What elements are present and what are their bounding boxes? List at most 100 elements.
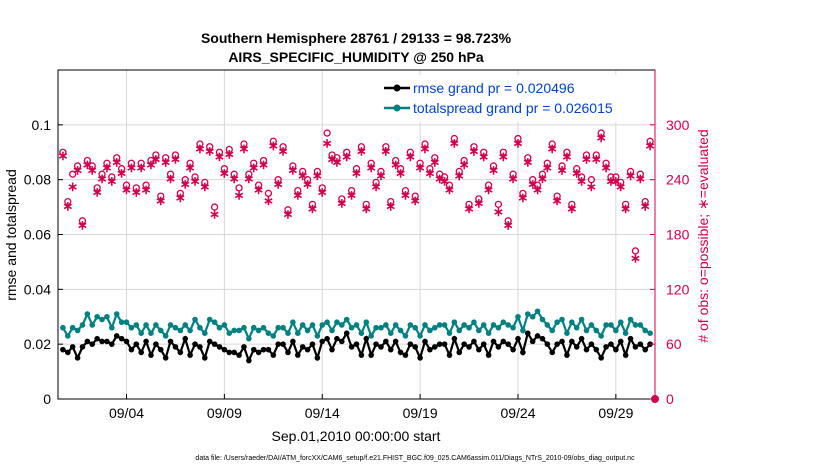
obs-possible-point (142, 181, 150, 189)
obs-evaluated-point: ∗ (366, 160, 377, 175)
obs-evaluated-point: ∗ (67, 179, 78, 194)
obs-possible-point (78, 217, 87, 225)
rmse-point (84, 338, 91, 345)
rmse-point (427, 346, 433, 353)
obs-possible-point (641, 197, 649, 206)
rmse-point (495, 344, 502, 350)
rmse-point (246, 357, 252, 364)
spread-point (314, 333, 321, 339)
spread-point (637, 322, 644, 328)
obs-evaluated-point: ∗ (620, 201, 631, 216)
rmse-point (588, 341, 595, 347)
obs-evaluated-point: ∗ (561, 149, 572, 164)
spread-point (133, 322, 140, 328)
obs-evaluated-point: ∗ (136, 160, 147, 175)
spread-point (304, 327, 311, 334)
spread-point (353, 322, 360, 328)
spread-point (265, 330, 272, 337)
obs-possible-point (113, 154, 121, 162)
obs-evaluated-point: ∗ (606, 174, 617, 189)
spread-point (471, 319, 477, 326)
obs-possible-point (69, 170, 77, 178)
spread-point (431, 324, 438, 331)
obs-possible-point (387, 197, 395, 206)
obs-possible-point (480, 148, 488, 156)
legend: rmse grand pr = 0.020496 totalspread gra… (378, 75, 650, 122)
obs-evaluated-point: ∗ (224, 146, 235, 161)
obs-possible-point (563, 148, 571, 156)
obs-possible-point (440, 173, 449, 181)
obs-evaluated-point: ∗ (258, 157, 269, 172)
spread-point (559, 316, 565, 323)
rmse-point (290, 338, 296, 345)
obs-possible-point (362, 200, 370, 208)
obs-evaluated-point: ∗ (72, 163, 83, 178)
rmse-point (407, 341, 414, 347)
obs-evaluated-point: ∗ (229, 171, 240, 186)
spread-point (339, 322, 345, 328)
obs-evaluated-point: ∗ (483, 182, 494, 197)
spread-point (368, 333, 374, 339)
obs-evaluated-point: ∗ (194, 141, 205, 156)
obs-possible-point (391, 156, 400, 165)
x-tick-label: 09/14 (305, 405, 340, 421)
obs-evaluated-point: ∗ (190, 174, 201, 189)
rmse-point (422, 338, 428, 345)
obs-possible-point (607, 173, 615, 181)
spread-point (495, 324, 502, 331)
spread-point (569, 319, 575, 326)
rmse-point (89, 341, 96, 347)
obs-evaluated-point: ∗ (610, 174, 621, 189)
y-right-tick-label: 0 (666, 391, 674, 407)
spread-point (593, 327, 600, 334)
obs-evaluated-point: ∗ (292, 187, 303, 202)
spread-point (617, 319, 624, 326)
obs-possible-point (377, 167, 385, 176)
spread-point (255, 327, 262, 334)
obs-possible-point (299, 167, 307, 176)
rmse-point (613, 346, 619, 353)
y-left-tick-label: 0.02 (24, 336, 51, 352)
obs-possible-point (416, 159, 424, 167)
spread-point (109, 324, 115, 331)
spread-point (294, 330, 301, 337)
obs-evaluated-point: ∗ (150, 152, 161, 167)
obs-evaluated-point: ∗ (601, 160, 612, 175)
spread-point (250, 324, 257, 331)
y-right-tick-label: 60 (666, 336, 682, 352)
obs-possible-point (162, 154, 170, 162)
rmse-point (383, 338, 389, 345)
spread-point (99, 316, 105, 323)
rmse-point (299, 344, 306, 350)
obs-evaluated-point: ∗ (640, 198, 651, 213)
rmse-point (456, 349, 463, 356)
obs-evaluated-point: ∗ (581, 152, 592, 167)
obs-possible-point (176, 189, 184, 198)
y-right-tick-label: 300 (666, 117, 690, 133)
obs-evaluated-point: ∗ (101, 160, 112, 175)
spread-point (216, 324, 223, 331)
obs-evaluated-point: ∗ (322, 135, 333, 150)
obs-possible-point (372, 178, 380, 187)
obs-possible-point (308, 200, 317, 208)
obs-evaluated-point: ∗ (248, 160, 259, 175)
spread-point (485, 330, 492, 337)
spread-point (211, 319, 218, 326)
legend-spread-label: totalspread grand pr = 0.026015 (413, 100, 613, 116)
spread-point (324, 319, 330, 326)
obs-possible-point (191, 173, 199, 181)
obs-evaluated-point: ∗ (82, 157, 93, 172)
obs-possible-point (98, 170, 106, 178)
spread-point (334, 319, 340, 326)
spread-point (383, 322, 389, 328)
spread-point (397, 327, 404, 334)
rmse-point (60, 346, 66, 353)
spread-point (74, 327, 81, 334)
rmse-point (544, 341, 551, 347)
rmse-point (177, 349, 184, 356)
rmse-point (583, 346, 590, 353)
obs-evaluated-point: ∗ (116, 165, 127, 180)
spread-point (422, 322, 428, 328)
obs-evaluated-point: ∗ (341, 149, 352, 164)
